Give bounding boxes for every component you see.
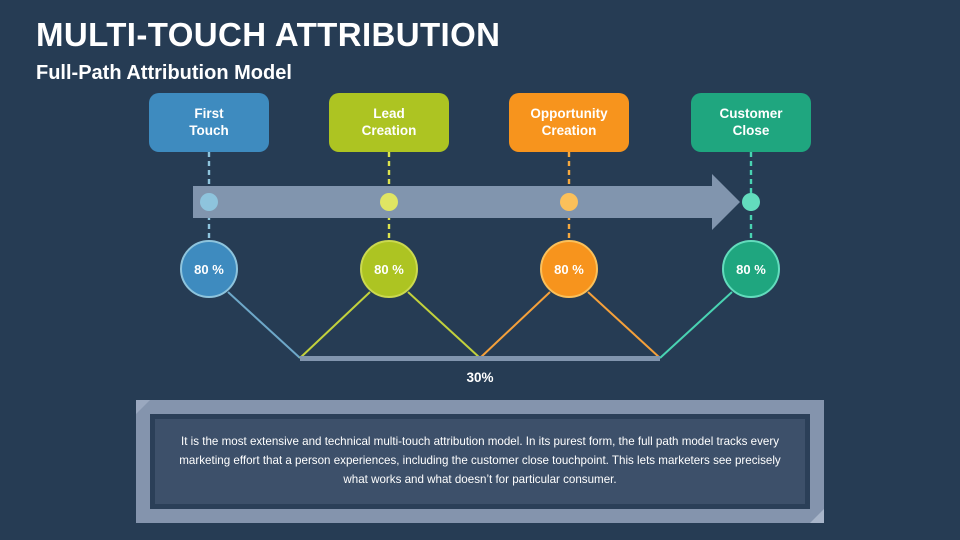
stage-box-lead-creation[interactable]: Lead Creation: [329, 93, 449, 152]
stage-box-label: Opportunity Creation: [530, 105, 608, 138]
baseline-bar: [300, 356, 660, 361]
vline-opportunity-right: [587, 291, 661, 359]
vline-lead-right: [407, 291, 481, 359]
percent-circle-first-touch[interactable]: 80 %: [180, 240, 238, 298]
percent-circle-opportunity-creation[interactable]: 80 %: [540, 240, 598, 298]
milestone-dot-first-touch: [200, 193, 218, 211]
milestone-dot-customer-close: [742, 193, 760, 211]
percent-circle-lead-creation[interactable]: 80 %: [360, 240, 418, 298]
frame-bevel-top-left: [136, 400, 150, 414]
stage-box-first-touch[interactable]: First Touch: [149, 93, 269, 152]
stage-box-label: First Touch: [189, 105, 229, 138]
description-frame: It is the most extensive and technical m…: [136, 400, 824, 523]
percent-value: 80 %: [374, 261, 404, 277]
stage-box-customer-close[interactable]: Customer Close: [691, 93, 811, 152]
baseline-percent-label: 30%: [466, 370, 494, 385]
vline-first-to-base: [227, 291, 301, 359]
progress-arrow: [193, 174, 740, 230]
percent-circle-customer-close[interactable]: 80 %: [722, 240, 780, 298]
percent-value: 80 %: [194, 261, 224, 277]
description-text: It is the most extensive and technical m…: [179, 435, 781, 486]
milestone-dot-opportunity-creation: [560, 193, 578, 211]
stage-box-opportunity-creation[interactable]: Opportunity Creation: [509, 93, 629, 152]
vline-customer-to-base: [659, 291, 733, 359]
percent-value: 80 %: [736, 261, 766, 277]
frame-bevel-bottom-right: [810, 509, 824, 523]
vline-opportunity-left: [479, 291, 551, 359]
percent-value: 80 %: [554, 261, 584, 277]
page-subtitle: Full-Path Attribution Model: [36, 62, 292, 84]
stage-box-label: Lead Creation: [361, 105, 417, 138]
page-title: MULTI-TOUCH ATTRIBUTION: [36, 16, 501, 53]
vline-lead-left: [299, 291, 371, 359]
stage-box-label: Customer Close: [719, 105, 783, 138]
milestone-dot-lead-creation: [380, 193, 398, 211]
description-panel: It is the most extensive and technical m…: [155, 419, 805, 504]
